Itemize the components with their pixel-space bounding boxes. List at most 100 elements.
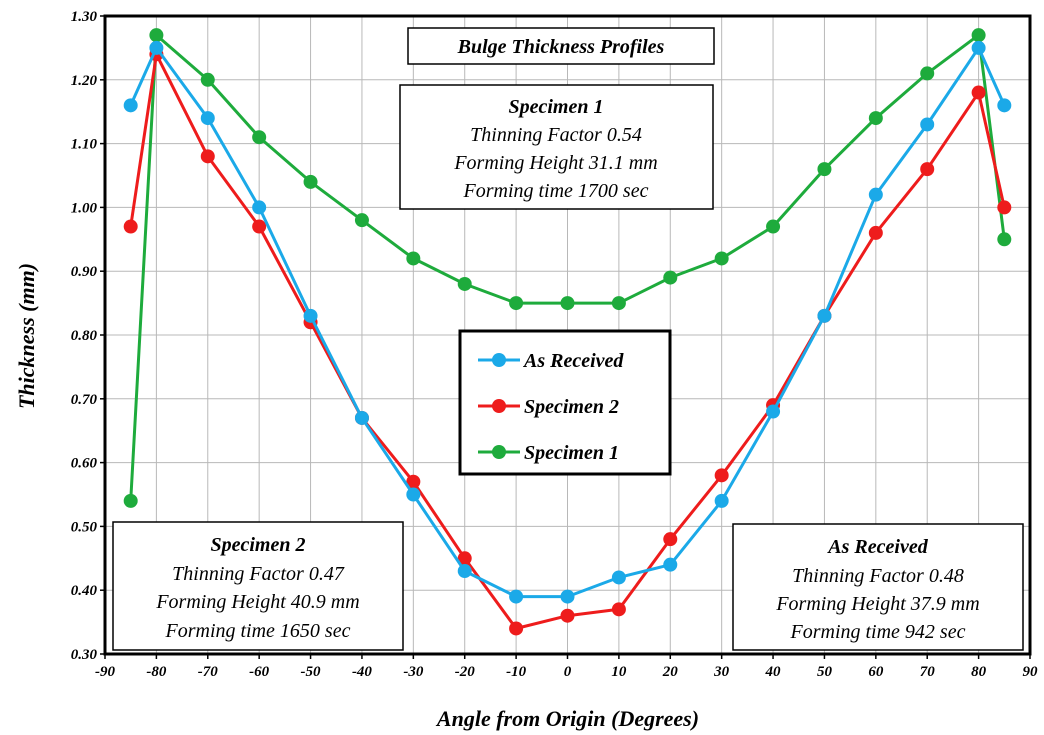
data-point xyxy=(354,213,369,228)
chart-title-box: Bulge Thickness Profiles xyxy=(407,27,715,65)
y-axis-title: Thickness (mm) xyxy=(14,263,39,409)
x-tick-label: -90 xyxy=(95,664,115,680)
data-point xyxy=(997,232,1012,247)
x-tick-label: 80 xyxy=(971,664,987,680)
annotation-line: Thinning Factor 0.47 xyxy=(172,563,345,585)
y-tick-label: 1.30 xyxy=(71,9,98,25)
y-tick-label: 0.90 xyxy=(71,264,98,280)
annotation-specimen-2: Specimen 2 Thinning Factor 0.47 Forming … xyxy=(112,521,404,651)
data-point xyxy=(868,111,883,126)
legend-item-specimen-2: Specimen 2 xyxy=(478,396,619,418)
x-tick-label: -40 xyxy=(352,664,372,680)
y-tick-label: 0.40 xyxy=(71,583,98,599)
data-point xyxy=(611,602,626,617)
x-tick-label: -20 xyxy=(455,664,475,680)
data-point xyxy=(868,187,883,202)
data-point xyxy=(303,174,318,189)
data-point xyxy=(611,296,626,311)
annotation-line: Forming time 1650 sec xyxy=(165,620,351,642)
annotation-as-received: As Received Thinning Factor 0.48 Forming… xyxy=(732,523,1024,651)
data-point xyxy=(920,117,935,132)
data-point xyxy=(406,487,421,502)
data-point xyxy=(123,219,138,234)
data-point xyxy=(714,468,729,483)
annotation-line: Thinning Factor 0.54 xyxy=(470,124,642,146)
y-tick-label: 0.70 xyxy=(71,392,98,408)
legend-label: Specimen 1 xyxy=(524,442,619,464)
x-tick-label: 70 xyxy=(920,664,936,680)
data-point xyxy=(200,149,215,164)
data-point xyxy=(303,308,318,323)
x-tick-label: -70 xyxy=(198,664,218,680)
annotation-title: Specimen 1 xyxy=(509,96,604,118)
annotation-title: Specimen 2 xyxy=(211,534,306,556)
data-point xyxy=(200,111,215,126)
data-point xyxy=(149,40,164,55)
x-tick-label: 20 xyxy=(662,664,679,680)
data-point xyxy=(457,276,472,291)
data-point xyxy=(663,532,678,547)
data-point xyxy=(611,570,626,585)
data-point xyxy=(509,589,524,604)
x-tick-label: 40 xyxy=(765,664,782,680)
x-tick-label: 90 xyxy=(1023,664,1039,680)
data-point xyxy=(560,296,575,311)
series-specimen-1 xyxy=(123,28,1012,508)
legend-label: As Received xyxy=(522,350,624,372)
x-tick-label: 50 xyxy=(817,664,833,680)
legend-item-specimen-1: Specimen 1 xyxy=(478,442,619,464)
y-tick-label: 0.60 xyxy=(71,456,98,472)
data-point xyxy=(971,28,986,43)
annotation-line: Forming time 942 sec xyxy=(790,621,966,643)
y-axis-ticks: 0.30 0.40 0.50 0.60 0.70 0.80 0.90 1.00 1.10 1.20… xyxy=(71,9,105,663)
annotation-title: As Received xyxy=(826,536,928,558)
data-point xyxy=(766,404,781,419)
x-axis-ticks: -90 -80 -70 -60 -50 -40 -30 -20 -10 0 10 20 30 40 50 60… xyxy=(95,654,1038,680)
annotation-line: Forming Height 40.9 mm xyxy=(155,591,359,613)
data-point xyxy=(663,557,678,572)
legend-item-as-received: As Received xyxy=(478,350,624,372)
x-tick-label: -50 xyxy=(301,664,321,680)
y-tick-label: 1.20 xyxy=(71,73,98,89)
legend: As Received Specimen 2 Specimen 1 xyxy=(458,329,672,476)
data-point xyxy=(817,308,832,323)
data-point xyxy=(766,219,781,234)
data-point xyxy=(123,98,138,113)
x-tick-label: 30 xyxy=(713,664,730,680)
x-tick-label: -60 xyxy=(249,664,269,680)
data-point xyxy=(252,130,267,145)
data-point xyxy=(920,162,935,177)
annotation-line: Forming Height 31.1 mm xyxy=(453,152,657,174)
data-point xyxy=(509,296,524,311)
series-layer xyxy=(123,28,1012,636)
data-point xyxy=(817,162,832,177)
data-point xyxy=(997,200,1012,215)
data-point xyxy=(560,589,575,604)
data-point xyxy=(920,66,935,81)
x-tick-label: -10 xyxy=(506,664,526,680)
data-point xyxy=(252,200,267,215)
legend-label: Specimen 2 xyxy=(524,396,619,418)
data-point xyxy=(714,493,729,508)
data-point xyxy=(509,621,524,636)
chart-title: Bulge Thickness Profiles xyxy=(457,36,665,58)
x-tick-label: -30 xyxy=(403,664,423,680)
x-tick-label: 0 xyxy=(564,664,572,680)
data-point xyxy=(406,474,421,489)
x-tick-label: 10 xyxy=(611,664,627,680)
data-point xyxy=(971,85,986,100)
y-tick-label: 0.80 xyxy=(71,328,98,344)
y-tick-label: 1.00 xyxy=(71,200,98,216)
data-point xyxy=(714,251,729,266)
x-tick-label: 60 xyxy=(868,664,884,680)
x-tick-label: -80 xyxy=(146,664,166,680)
data-point xyxy=(123,493,138,508)
data-point xyxy=(457,551,472,566)
data-point xyxy=(354,410,369,425)
annotation-line: Thinning Factor 0.48 xyxy=(792,565,964,587)
data-point xyxy=(406,251,421,266)
annotation-specimen-1: Specimen 1 Thinning Factor 0.54 Forming … xyxy=(399,84,714,210)
y-tick-label: 1.10 xyxy=(71,137,98,153)
data-point xyxy=(997,98,1012,113)
data-point xyxy=(200,72,215,87)
